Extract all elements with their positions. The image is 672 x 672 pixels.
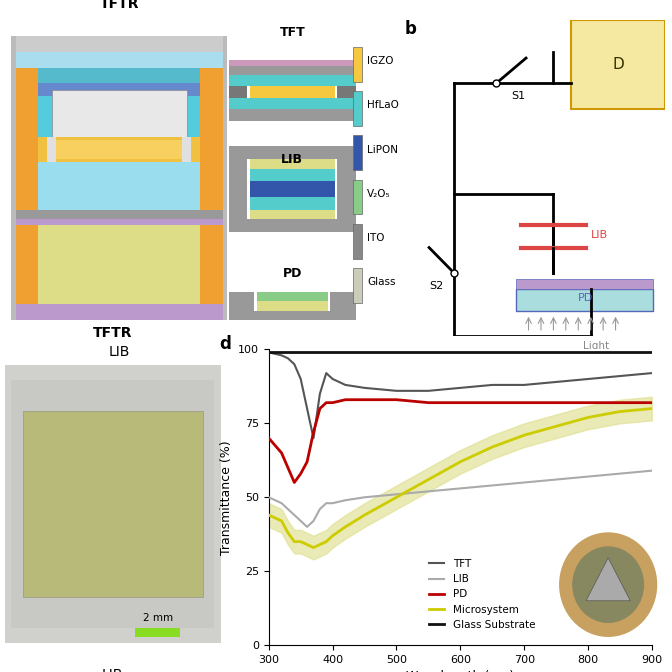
Text: b: b — [404, 20, 416, 38]
Bar — [228, 66, 356, 75]
Bar — [15, 304, 223, 321]
Circle shape — [573, 547, 643, 622]
Text: LiPON: LiPON — [367, 144, 398, 155]
Bar — [228, 146, 356, 159]
Bar — [331, 292, 355, 310]
Bar — [228, 60, 356, 66]
Bar — [15, 36, 223, 52]
Bar — [15, 52, 223, 210]
Bar — [228, 75, 247, 97]
Text: LIB: LIB — [102, 668, 123, 672]
Bar — [15, 67, 38, 210]
Bar — [353, 136, 362, 170]
Bar — [15, 226, 38, 304]
Bar — [250, 197, 335, 210]
Bar — [257, 301, 328, 310]
Text: TFTR: TFTR — [99, 0, 139, 11]
Circle shape — [560, 533, 657, 636]
Bar — [15, 226, 223, 304]
Bar — [56, 140, 182, 159]
Bar — [337, 159, 356, 219]
Polygon shape — [586, 558, 630, 601]
Bar — [15, 210, 223, 226]
Bar — [11, 380, 214, 628]
Text: LIB: LIB — [282, 153, 303, 166]
Bar — [52, 89, 187, 140]
Text: S2: S2 — [429, 281, 444, 290]
Text: 2 mm: 2 mm — [142, 613, 173, 623]
Bar — [15, 83, 223, 146]
Bar — [228, 159, 247, 219]
Text: D: D — [612, 57, 624, 72]
Legend: TFT, LIB, PD, Microsystem, Glass Substrate: TFT, LIB, PD, Microsystem, Glass Substra… — [425, 555, 540, 634]
Text: HfLaO: HfLaO — [367, 100, 399, 110]
Bar — [257, 292, 328, 301]
Text: IGZO: IGZO — [367, 56, 394, 67]
Bar — [516, 279, 653, 289]
Bar — [228, 109, 356, 121]
Bar — [15, 67, 223, 83]
Text: Light: Light — [583, 341, 609, 351]
Bar — [15, 210, 223, 219]
Bar — [15, 83, 223, 96]
Text: TFTR: TFTR — [93, 326, 132, 340]
Bar — [353, 91, 362, 126]
Text: PD: PD — [578, 293, 593, 303]
Bar — [228, 219, 356, 232]
Bar — [353, 268, 362, 303]
Text: Glass: Glass — [367, 278, 396, 288]
Bar — [15, 137, 223, 163]
Bar — [571, 20, 665, 109]
Bar — [250, 181, 335, 197]
Bar — [135, 628, 180, 637]
Bar — [38, 226, 200, 304]
Bar — [228, 75, 356, 87]
Text: V₂O₅: V₂O₅ — [367, 189, 391, 199]
Bar — [15, 226, 223, 241]
Bar — [200, 226, 223, 304]
Bar — [23, 411, 203, 597]
Bar — [250, 87, 335, 97]
Bar — [228, 97, 356, 109]
Text: TFT: TFT — [280, 26, 305, 40]
Bar — [337, 75, 356, 97]
X-axis label: Wavelength (nm): Wavelength (nm) — [407, 671, 514, 672]
Text: LIB: LIB — [591, 230, 607, 240]
Y-axis label: Transmittance (%): Transmittance (%) — [220, 440, 233, 554]
Bar — [353, 47, 362, 82]
Bar — [516, 289, 653, 310]
Bar — [250, 169, 335, 181]
Bar — [250, 159, 335, 169]
Bar — [47, 137, 56, 163]
Text: d: d — [219, 335, 231, 353]
Text: ITO: ITO — [367, 233, 384, 243]
Text: PD: PD — [283, 267, 302, 280]
Bar — [353, 179, 362, 214]
Bar — [200, 67, 223, 210]
Bar — [15, 52, 223, 67]
Text: S1: S1 — [511, 91, 526, 101]
Bar — [228, 292, 254, 310]
Text: LIB: LIB — [109, 345, 130, 360]
Bar — [353, 224, 362, 259]
Bar — [182, 137, 192, 163]
Bar — [250, 210, 335, 219]
Bar — [228, 310, 356, 321]
